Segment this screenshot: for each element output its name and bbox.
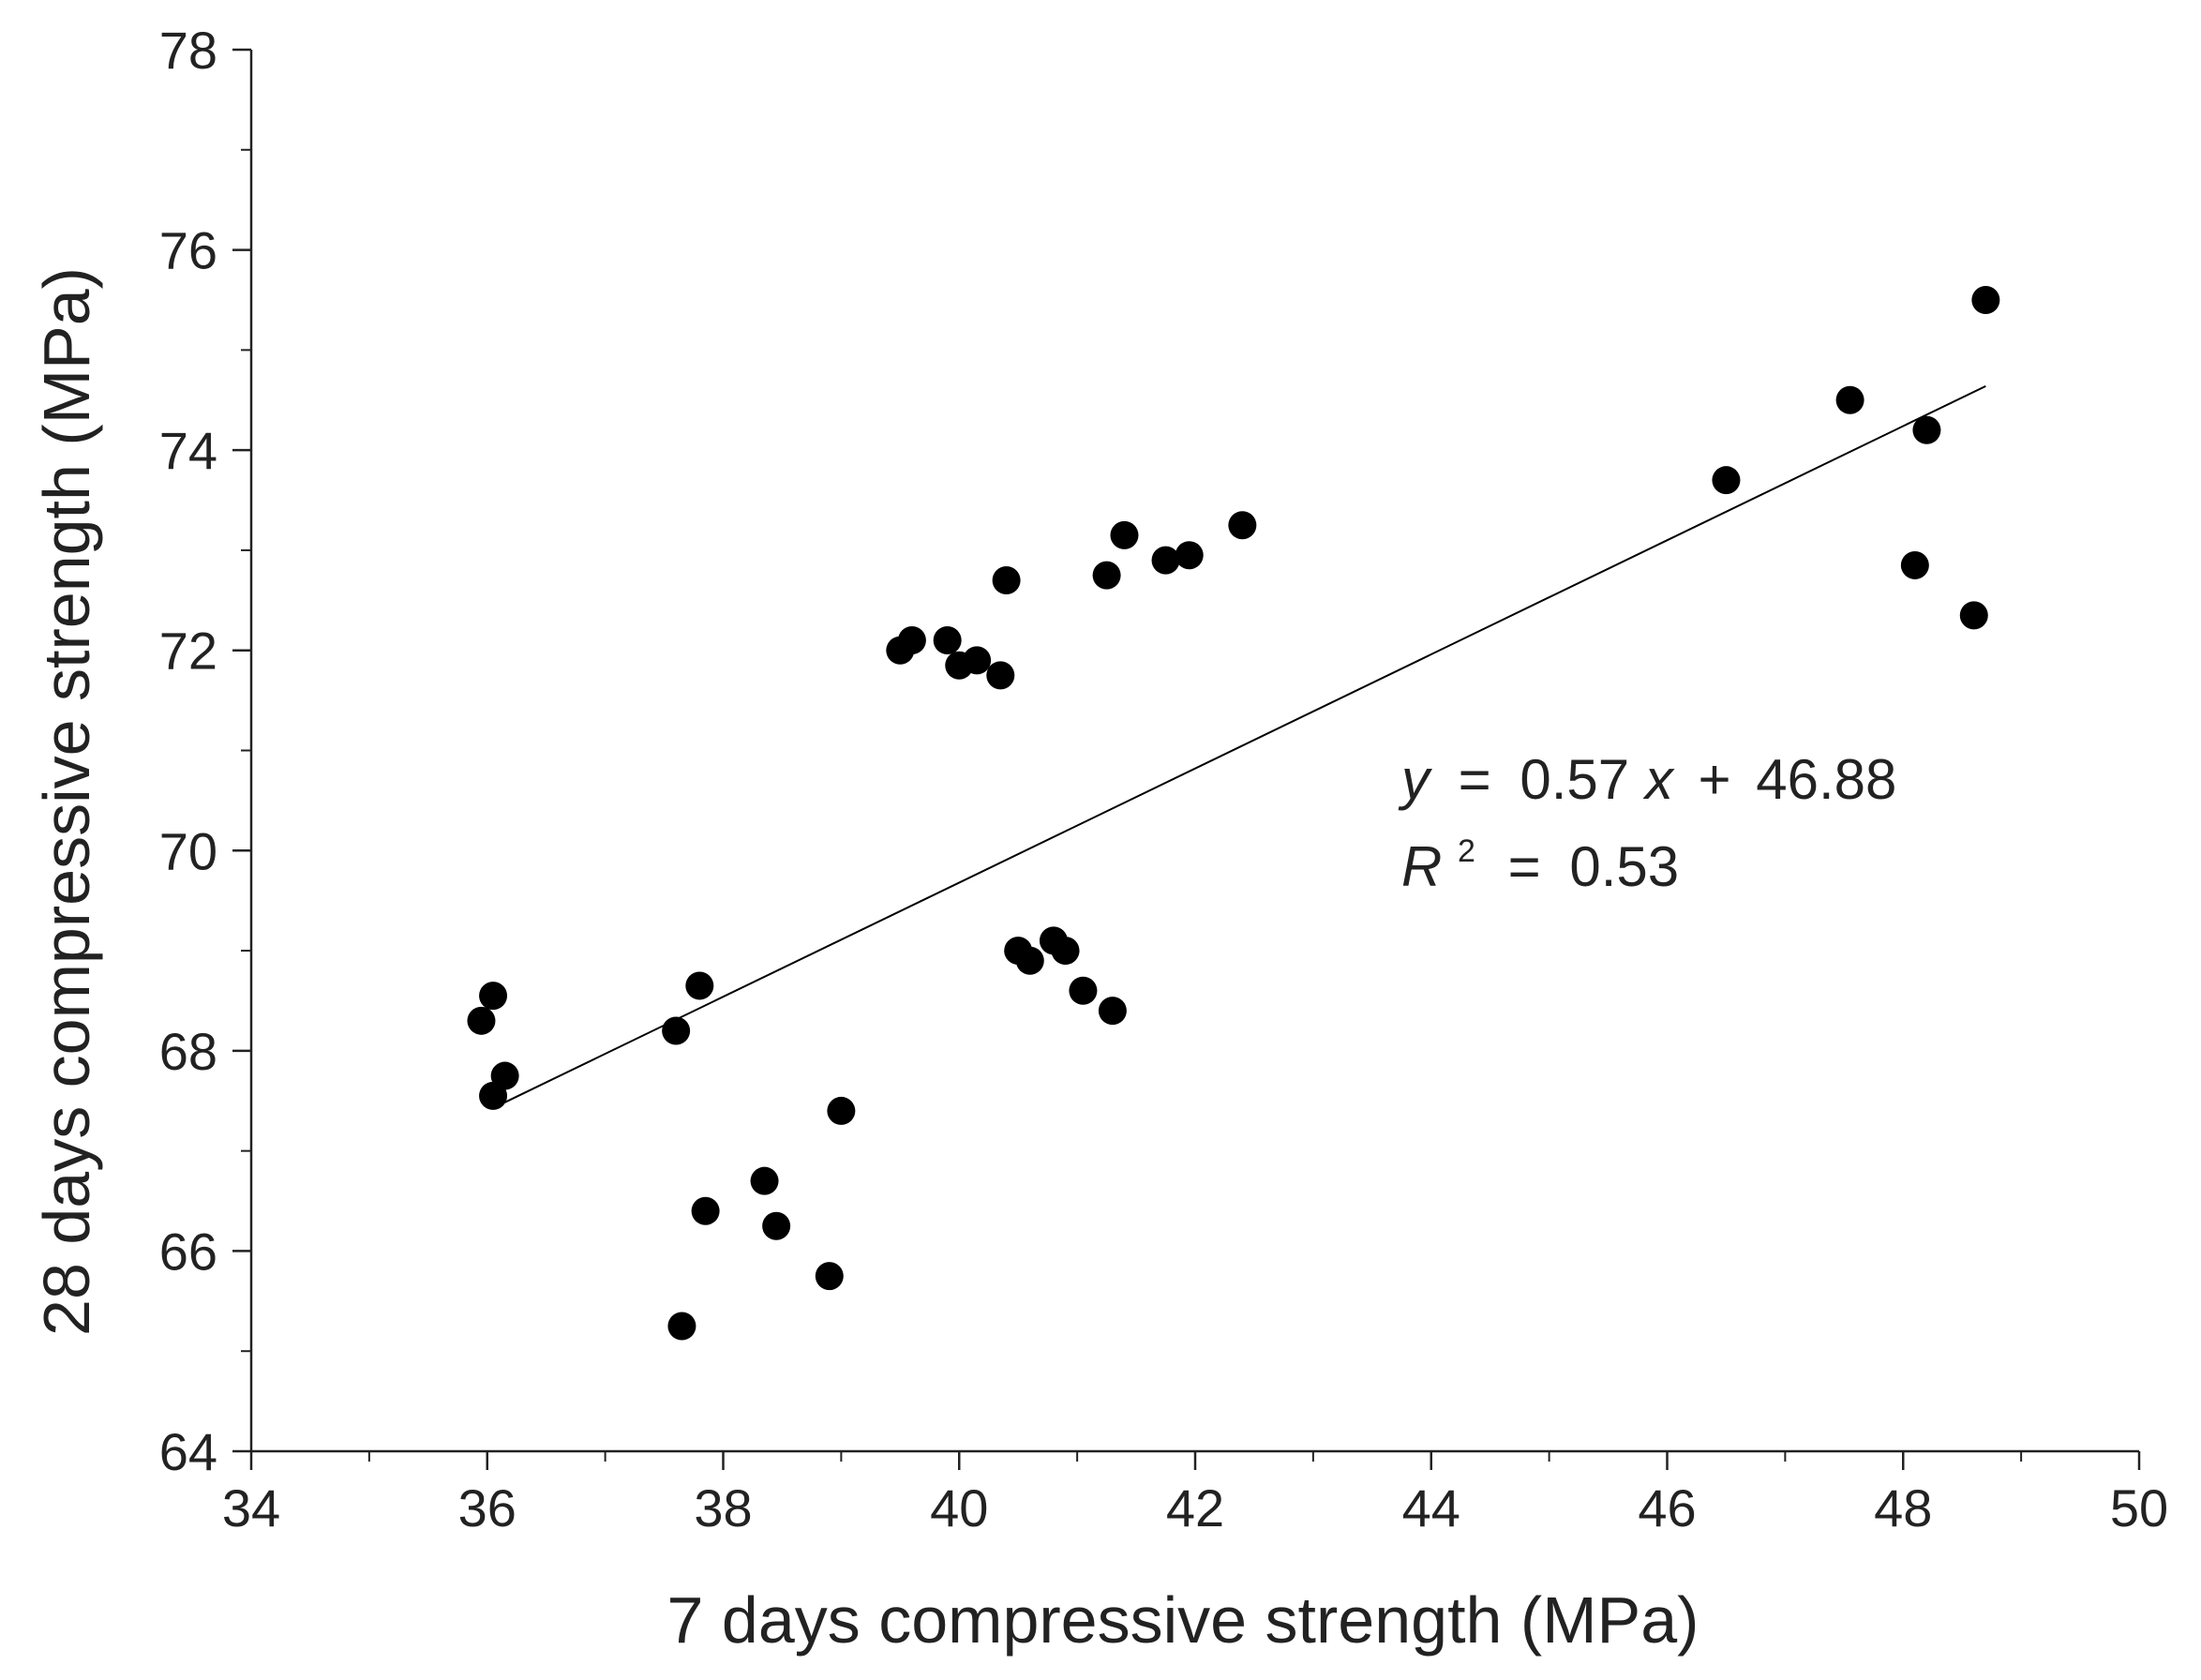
x-tick-label: 50 — [2110, 1478, 2168, 1538]
y-tick-label: 76 — [159, 221, 217, 280]
data-point — [815, 1262, 844, 1291]
data-point — [1051, 937, 1080, 966]
data-point — [1015, 946, 1044, 975]
data-point — [691, 1196, 720, 1225]
data-point — [762, 1211, 791, 1240]
equation-equals: = — [1459, 748, 1491, 811]
data-point — [490, 1061, 519, 1090]
r-squared-superscript: 2 — [1458, 833, 1475, 869]
data-point — [1712, 466, 1741, 495]
y-tick-label: 64 — [159, 1422, 217, 1481]
r-squared-equals: = — [1508, 835, 1541, 898]
data-point — [1069, 976, 1098, 1005]
x-tick-label: 36 — [458, 1478, 517, 1538]
data-point — [933, 626, 962, 655]
data-point — [1959, 601, 1988, 630]
data-point — [897, 626, 926, 655]
data-point — [1151, 546, 1180, 575]
x-tick-label: 38 — [694, 1478, 752, 1538]
data-point — [986, 661, 1015, 690]
y-tick-label: 68 — [159, 1022, 217, 1081]
equation-slope: 0.57 — [1520, 748, 1629, 811]
data-point — [992, 565, 1021, 594]
data-point — [750, 1166, 779, 1195]
data-point — [467, 1006, 496, 1035]
x-tick-label: 40 — [930, 1478, 988, 1538]
data-point — [685, 971, 714, 1000]
x-tick-label: 46 — [1638, 1478, 1696, 1538]
data-point — [1971, 285, 2000, 314]
equation-intercept: 46.88 — [1756, 748, 1896, 811]
y-tick-label: 74 — [159, 421, 217, 480]
data-point — [1835, 385, 1864, 414]
data-point — [479, 982, 508, 1011]
data-point — [1098, 997, 1127, 1026]
equation-plus: + — [1699, 748, 1731, 811]
axis-ticks: 34 36 38 40 42 44 46 48 50 64 66 68 70 72 74 76 78 — [159, 21, 2168, 1538]
equation-y: y — [1398, 748, 1433, 811]
data-point — [1900, 550, 1929, 579]
equation-x: x — [1642, 748, 1675, 811]
fit-line-group — [504, 385, 1986, 1103]
r-squared: R 2 = 0.53 — [1401, 811, 1679, 898]
x-tick-label: 42 — [1166, 1478, 1224, 1538]
data-point — [827, 1096, 856, 1125]
x-axis-title: 7 days compressive strength (MPa) — [667, 1583, 1699, 1657]
data-point — [1175, 541, 1204, 570]
data-point — [667, 1312, 696, 1341]
y-axis-title: 28 days compressive strength (MPa) — [30, 267, 103, 1336]
data-point — [963, 646, 992, 675]
y-tick-label: 78 — [159, 21, 217, 80]
fit-equation: y = 0.57 x + 46.88 — [1398, 748, 1896, 811]
regression-line — [504, 385, 1986, 1103]
y-tick-label: 66 — [159, 1222, 217, 1281]
y-tick-label: 70 — [159, 821, 217, 880]
data-point — [1228, 511, 1257, 540]
data-point — [1110, 520, 1139, 549]
data-points — [467, 285, 2000, 1341]
x-tick-label: 34 — [222, 1478, 280, 1538]
x-tick-label: 48 — [1874, 1478, 1932, 1538]
y-tick-label: 72 — [159, 622, 217, 681]
r-squared-value: 0.53 — [1569, 835, 1679, 898]
x-tick-label: 44 — [1402, 1478, 1460, 1538]
r-squared-r: R — [1401, 835, 1442, 898]
data-point — [662, 1016, 691, 1045]
data-point — [1092, 561, 1121, 590]
data-point — [1912, 415, 1941, 444]
